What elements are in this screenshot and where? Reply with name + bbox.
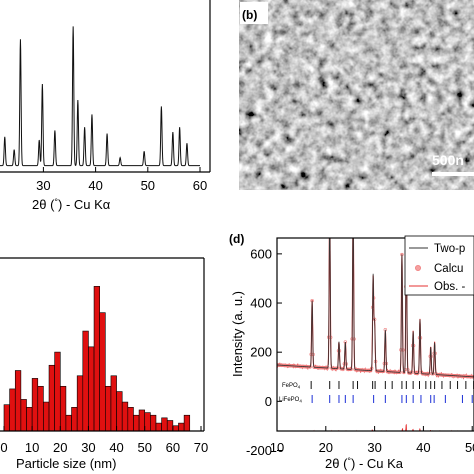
y-tick-label: 400 xyxy=(250,296,272,311)
histogram-bar xyxy=(76,375,84,431)
x-tick-label: 40 xyxy=(88,178,102,193)
y-axis-label: Intensity (a. u.) xyxy=(230,291,245,377)
histogram-bar xyxy=(43,401,50,431)
histogram-bar xyxy=(71,407,78,431)
y-tick-label: 200 xyxy=(250,345,272,360)
x-tick-label: 40 xyxy=(416,440,430,455)
calculated-point xyxy=(328,206,331,209)
histogram-bar xyxy=(88,346,95,431)
histogram-bar xyxy=(37,385,44,431)
histogram-bar xyxy=(9,388,16,431)
legend: Two-p Calcu Obs. - xyxy=(404,235,474,296)
histogram-bar xyxy=(155,422,162,431)
histogram-bar xyxy=(31,378,39,431)
legend-box xyxy=(404,235,474,296)
two-phase-fit-curve xyxy=(277,238,474,378)
x-tick-label: 60 xyxy=(193,178,207,193)
legend-marker-calculated xyxy=(414,264,421,271)
panel-b-sem-image: (b) 500n xyxy=(239,0,474,190)
histogram-bar xyxy=(105,385,112,431)
histogram-bar xyxy=(127,407,134,431)
histogram-bar xyxy=(183,414,191,431)
x-axis-label: 2θ (°) - Cu Kα xyxy=(32,197,111,212)
histogram-bars xyxy=(3,286,191,431)
reflection-markers xyxy=(310,381,474,403)
histogram-bar xyxy=(65,414,72,431)
axis-ticks: 10 20 30 40 50 600 400 200 0 -200 xyxy=(246,246,474,458)
x-axis-ticks: 0 10 20 30 40 50 60 70 xyxy=(0,426,208,455)
histogram-bar xyxy=(178,422,185,431)
x-tick-label: 10 xyxy=(25,440,39,455)
histogram-bar xyxy=(121,401,129,431)
histogram-bar xyxy=(14,370,22,431)
x-tick-label: 20 xyxy=(319,440,333,455)
y-tick-label: -200 xyxy=(246,443,272,458)
histogram-bar xyxy=(20,399,27,431)
sem-micrograph xyxy=(239,0,474,190)
xrd-pattern-line xyxy=(0,26,200,167)
y-tick-label: 600 xyxy=(250,246,272,261)
x-tick-label: 30 xyxy=(367,440,381,455)
x-tick-label: 0 xyxy=(0,440,7,455)
x-tick-label: 50 xyxy=(465,440,474,455)
histogram-bar xyxy=(3,404,10,431)
histogram-bar xyxy=(161,417,168,431)
reflection-label-fepo4: FePO4 xyxy=(282,383,301,390)
histogram-bar xyxy=(93,286,100,431)
panel-d-label: (d) xyxy=(229,232,244,246)
reflection-label-lifepo4: LiFePO4 xyxy=(279,397,302,404)
x-tick-label: 20 xyxy=(53,440,67,455)
legend-label-calculated: Calcu xyxy=(434,263,463,275)
histogram-bar xyxy=(172,425,179,431)
histogram-bar xyxy=(110,375,117,431)
panel-d-rietveld-refinement: (d) 10 20 30 40 50 600 400 200 0 -200 Two-p Calcu… xyxy=(229,206,474,471)
x-tick-label: 70 xyxy=(194,440,208,455)
histogram-bar xyxy=(26,407,33,431)
panel-b-label: (b) xyxy=(242,8,257,22)
histogram-bar xyxy=(48,364,55,431)
histogram-bar xyxy=(138,409,146,431)
y-tick-label: 0 xyxy=(265,394,272,409)
histogram-bar xyxy=(116,391,123,431)
histogram-bar xyxy=(166,420,174,431)
scale-bar-label: 500n xyxy=(432,152,464,168)
histogram-bar xyxy=(59,385,67,431)
x-tick-label: 40 xyxy=(109,440,123,455)
legend-label-observed: Obs. - xyxy=(434,281,465,293)
histogram-bar xyxy=(82,330,89,431)
x-tick-label: 50 xyxy=(137,440,151,455)
histogram-bar xyxy=(150,414,157,431)
legend-label-two-phase: Two-p xyxy=(434,243,465,255)
histogram-bar xyxy=(99,312,106,431)
histogram-bar xyxy=(54,351,61,431)
calculated-point xyxy=(352,208,355,211)
x-tick-label: 30 xyxy=(81,440,95,455)
x-tick-label: 60 xyxy=(166,440,180,455)
scale-bar xyxy=(432,172,474,176)
x-tick-label: 10 xyxy=(270,440,284,455)
plot-frame xyxy=(276,237,474,432)
histogram-bar xyxy=(144,412,151,431)
histogram-bar xyxy=(133,414,140,431)
x-tick-label: 50 xyxy=(141,178,155,193)
x-axis-label: Particle size (nm) xyxy=(16,456,116,471)
x-tick-label: 30 xyxy=(36,178,50,193)
x-axis-label: 2θ (°) - Cu Ka xyxy=(325,456,404,471)
panel-b-label-box xyxy=(240,2,268,24)
panel-c-particle-size-histogram: 0 10 20 30 40 50 60 70 Particle size (nm) xyxy=(0,257,208,471)
